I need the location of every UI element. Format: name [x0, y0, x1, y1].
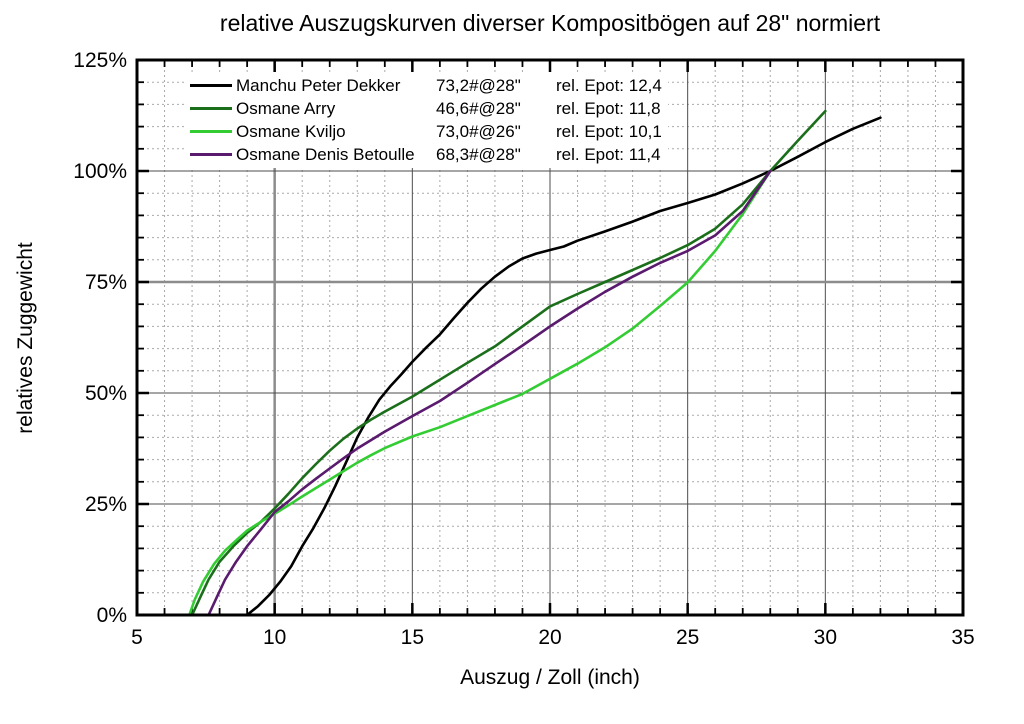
svg-text:100%: 100% [73, 160, 127, 183]
legend-series-epot: rel. Epot: 11,4 [556, 144, 661, 164]
chart-legend: Manchu Peter Dekker 73,2#@28" rel. Epot:… [186, 72, 668, 168]
series-line-swatch [190, 130, 232, 133]
svg-text:20: 20 [538, 626, 561, 649]
legend-swatch-wrap [190, 153, 236, 156]
svg-text:10: 10 [263, 626, 286, 649]
series-line-swatch [190, 84, 232, 87]
legend-series-epot: rel. Epot: 12,4 [556, 75, 662, 95]
svg-text:25: 25 [676, 626, 699, 649]
chart-title: relative Auszugskurven diverser Komposit… [219, 10, 881, 36]
legend-series-name: Manchu Peter Dekker [236, 75, 401, 95]
svg-text:5: 5 [131, 626, 143, 649]
legend-series-weight: 46,6#@28" [436, 98, 521, 118]
svg-text:15: 15 [401, 626, 424, 649]
y-axis-label: relatives Zuggewicht [14, 242, 37, 434]
legend-series-weight: 73,2#@28" [436, 75, 521, 95]
legend-series-name: Osmane Kviljo [236, 121, 346, 141]
data-curves [188, 109, 882, 617]
legend-series-epot: rel. Epot: 11,8 [556, 98, 661, 118]
y-tick-labels: 0% 25% 50% 75% 100% 125% [73, 49, 127, 627]
series-line-swatch [190, 107, 232, 110]
legend-series-name: Osmane Arry [236, 98, 336, 118]
svg-text:30: 30 [814, 626, 837, 649]
x-tick-labels: 5 10 15 20 25 30 35 [131, 626, 975, 649]
legend-swatch-wrap [190, 107, 236, 110]
svg-text:0%: 0% [97, 604, 127, 627]
legend-series-name: Osmane Denis Betoulle [236, 144, 415, 164]
svg-text:50%: 50% [85, 382, 127, 405]
x-axis-label: Auszug / Zoll (inch) [460, 666, 640, 689]
legend-row: Osmane Arry 46,6#@28" rel. Epot: 11,8 [190, 97, 662, 120]
plot-frame [135, 58, 965, 617]
legend-series-epot: rel. Epot: 10,1 [556, 121, 662, 141]
legend-swatch-wrap [190, 130, 236, 133]
legend-row: Manchu Peter Dekker 73,2#@28" rel. Epot:… [190, 74, 662, 97]
legend-row: Osmane Kviljo 73,0#@26" rel. Epot: 10,1 [190, 120, 662, 143]
svg-text:75%: 75% [85, 271, 127, 294]
legend-swatch-wrap [190, 84, 236, 87]
series-line-swatch [190, 153, 232, 156]
legend-series-weight: 68,3#@28" [436, 144, 521, 164]
legend-row: Osmane Denis Betoulle 68,3#@28" rel. Epo… [190, 143, 662, 166]
svg-text:35: 35 [951, 626, 974, 649]
legend-series-weight: 73,0#@26" [436, 121, 521, 141]
svg-text:125%: 125% [73, 49, 127, 72]
svg-text:25%: 25% [85, 493, 127, 516]
